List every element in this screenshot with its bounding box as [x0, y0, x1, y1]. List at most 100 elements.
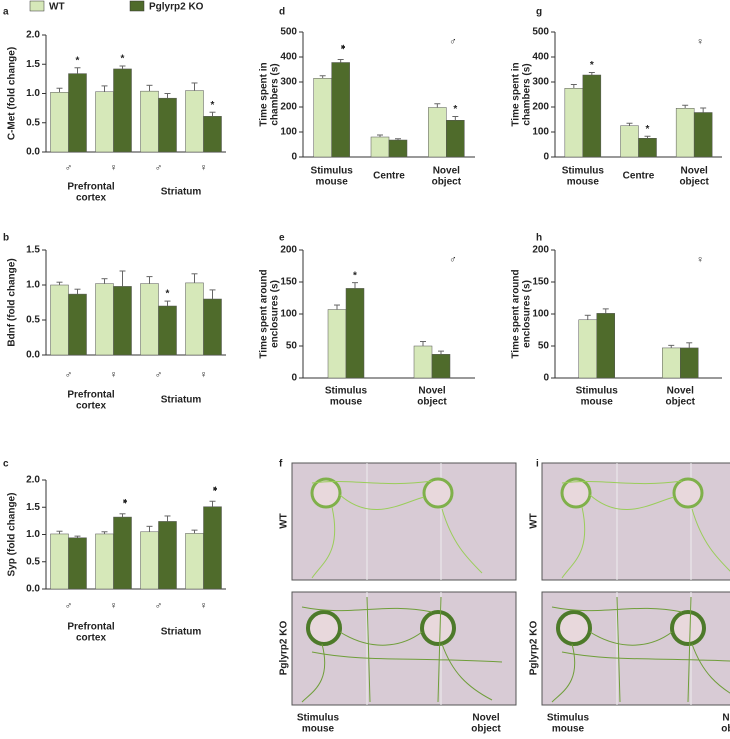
- panel-letter: h: [536, 233, 542, 244]
- y-tick-label: 0.5: [26, 117, 40, 128]
- row-label: WT: [529, 513, 540, 529]
- bar: [140, 531, 159, 590]
- significance-mark: *: [353, 270, 357, 281]
- y-tick-label: 0.0: [26, 350, 40, 361]
- track-panels: [290, 461, 730, 707]
- y-tick-label: 0: [543, 152, 549, 163]
- bar: [313, 78, 332, 158]
- bar: [185, 282, 204, 356]
- legend-swatch: [129, 0, 145, 12]
- bar: [578, 319, 597, 379]
- bar: [582, 74, 602, 158]
- bar: [564, 88, 584, 158]
- x-tick-label: ♂: [65, 601, 73, 612]
- group-label: Prefrontal cortex: [67, 181, 114, 203]
- column-label: Stimulus mouse: [297, 712, 340, 734]
- x-tick-label: ♀: [110, 601, 118, 612]
- row-label: Pglyrp2 KO: [279, 621, 290, 676]
- sex-symbol: ♂: [449, 37, 457, 48]
- y-tick-label: 300: [280, 77, 297, 88]
- y-tick-label: 200: [532, 102, 549, 113]
- x-tick-label: ♂: [155, 370, 163, 381]
- y-tick-label: 100: [280, 127, 297, 138]
- x-tick-label: ♀: [200, 601, 208, 612]
- bar: [185, 533, 204, 590]
- bar: [113, 516, 132, 590]
- bar: [620, 125, 639, 158]
- group-label: Striatum: [161, 627, 202, 638]
- significance-mark: *: [76, 55, 80, 66]
- x-tick-label: ♀: [110, 163, 118, 174]
- significance-mark: **: [207, 486, 218, 491]
- significance-mark: *: [121, 54, 125, 65]
- bar: [68, 73, 87, 153]
- y-tick-label: 50: [286, 341, 298, 352]
- y-tick-label: 1.0: [26, 88, 40, 99]
- significance-mark: *: [646, 124, 650, 135]
- bar: [203, 506, 222, 590]
- group-label: Prefrontal cortex: [67, 389, 114, 411]
- legend-swatch: [29, 0, 45, 12]
- x-tick-label: Stimulus mouse: [311, 165, 354, 187]
- bar: [113, 68, 132, 153]
- y-axis-label: Time spent aroundenclosures (s): [510, 269, 532, 358]
- y-tick-label: 100: [532, 309, 549, 320]
- bar: [413, 345, 433, 379]
- panel-letter: i: [536, 459, 539, 470]
- y-tick-label: 200: [532, 245, 549, 256]
- y-axis-label: Bdnf (fold change): [7, 258, 18, 346]
- bar: [662, 347, 681, 379]
- y-tick-label: 0.0: [26, 147, 40, 158]
- y-tick-label: 150: [280, 277, 297, 288]
- x-tick-label: ♀: [200, 163, 208, 174]
- row-label: WT: [279, 513, 290, 529]
- bar: [140, 90, 159, 153]
- group-label: Striatum: [161, 187, 202, 198]
- x-tick-label: Centre: [623, 171, 655, 182]
- y-tick-label: 1.5: [26, 245, 40, 256]
- x-tick-label: Novel object: [417, 385, 447, 407]
- column-label: Stimulus mouse: [547, 712, 590, 734]
- track-image: [290, 461, 518, 582]
- y-tick-label: 500: [532, 27, 549, 38]
- x-tick-label: ♂: [155, 601, 163, 612]
- bar: [50, 92, 69, 153]
- significance-mark: *: [211, 100, 215, 111]
- bar: [95, 533, 114, 590]
- y-tick-label: 500: [280, 27, 297, 38]
- bar: [345, 288, 365, 379]
- x-tick-label: ♂: [155, 163, 163, 174]
- y-tick-label: 100: [532, 127, 549, 138]
- bar: [140, 283, 159, 356]
- y-axis-label: Time spent aroundenclosures (s): [258, 269, 280, 358]
- bar: [68, 293, 87, 356]
- sex-symbol: ♀: [696, 37, 704, 48]
- x-tick-label: ♂: [65, 163, 73, 174]
- y-tick-label: 0: [291, 373, 297, 384]
- bar: [693, 112, 713, 158]
- bar: [446, 120, 465, 158]
- significance-mark: *: [453, 104, 457, 115]
- bar: [185, 90, 204, 153]
- bar: [158, 521, 177, 590]
- row-label: Pglyrp2 KO: [529, 621, 540, 676]
- y-tick-label: 1.0: [26, 280, 40, 291]
- track-image: [540, 590, 730, 707]
- bar: [68, 537, 87, 590]
- y-tick-label: 400: [532, 52, 549, 63]
- group-label: Prefrontal cortex: [67, 621, 114, 643]
- panel-letter: e: [279, 233, 285, 244]
- track-image: [290, 590, 518, 707]
- panel-letter: a: [3, 7, 9, 18]
- bar: [428, 107, 447, 158]
- y-tick-label: 1.5: [26, 59, 40, 70]
- panel-letter: d: [279, 7, 285, 18]
- y-tick-label: 0: [543, 373, 549, 384]
- panel-letter: b: [3, 233, 9, 244]
- x-tick-label: Novel object: [666, 385, 696, 407]
- legend-label: Pglyrp2 KO: [149, 2, 204, 13]
- bar: [680, 347, 699, 379]
- x-tick-label: ♂: [65, 370, 73, 381]
